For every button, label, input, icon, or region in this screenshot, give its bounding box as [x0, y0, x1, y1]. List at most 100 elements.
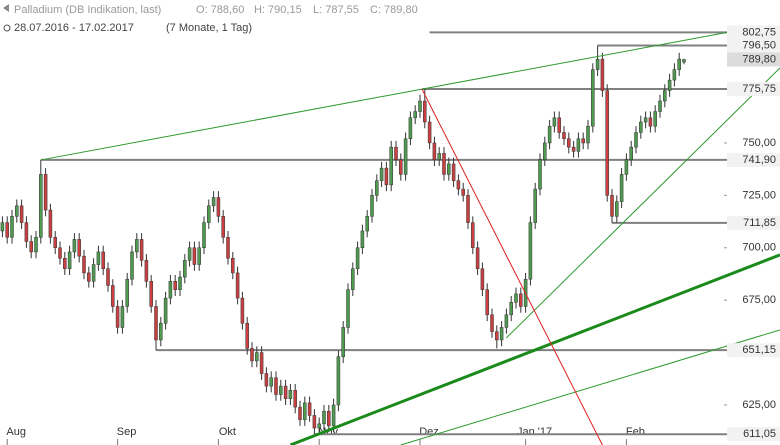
candle-body [562, 132, 566, 140]
candle-body [15, 205, 19, 217]
candle-body [399, 159, 403, 175]
candle-body [187, 247, 192, 261]
candle-body [360, 230, 365, 249]
candle-body [91, 264, 96, 282]
candle-body [202, 222, 206, 249]
level-label: 711,85 [743, 217, 776, 229]
candle-body [39, 174, 43, 238]
level-label-box [727, 215, 780, 230]
candle-body [298, 406, 302, 420]
candle-body [427, 121, 432, 144]
candle-body [442, 153, 446, 175]
candle-body [677, 58, 681, 70]
candle-body [331, 404, 336, 427]
candle-body [211, 197, 216, 207]
candle-body [139, 239, 144, 261]
candle-body [5, 222, 9, 238]
candle-body [226, 237, 230, 259]
candle-body [259, 352, 264, 374]
candle-body [221, 216, 225, 238]
candle-body [610, 195, 614, 217]
candle-body [72, 239, 77, 253]
candle-body [0, 222, 5, 232]
candle-body [24, 222, 29, 242]
candle-body [115, 306, 120, 328]
candle-body [355, 247, 360, 269]
candle-body [432, 142, 437, 160]
candle-body [19, 205, 24, 223]
x-tick-label: Sep [117, 426, 137, 438]
last-price-label: 789,80 [742, 53, 776, 65]
level-label: 611,05 [743, 428, 776, 440]
candle-body [336, 356, 341, 406]
candle-body [672, 69, 677, 81]
level-label: 802,75 [742, 26, 776, 38]
candle-body [658, 100, 662, 112]
candle-body [586, 125, 590, 144]
y-tick-label: 700,00 [742, 242, 776, 254]
candle-body [87, 272, 91, 282]
candle-body [135, 239, 139, 253]
candle-body [533, 188, 537, 223]
x-tick-label: Feb [626, 426, 645, 438]
candle-body [629, 146, 633, 160]
candle-body [403, 138, 408, 175]
candle-body [499, 327, 504, 341]
candle-body [255, 352, 259, 362]
candle-body [437, 153, 441, 160]
trendline [421, 88, 603, 445]
candle-body [365, 216, 369, 232]
level-label-box [727, 343, 780, 358]
level-label-box [727, 38, 780, 53]
candle-body [384, 167, 389, 186]
candle-body [245, 322, 249, 349]
candle-body [58, 247, 62, 259]
level-label-box [727, 25, 780, 40]
candle-body [216, 197, 221, 217]
candle-body [240, 297, 245, 324]
candle-body [667, 79, 672, 91]
x-tick-label: Jan '17 [517, 426, 552, 438]
candle-body [605, 90, 609, 196]
candle-body [43, 174, 48, 211]
trendline [506, 67, 780, 339]
candle-body [581, 138, 585, 144]
candle-body [389, 146, 393, 186]
candle-body [82, 255, 86, 274]
candle-body [269, 377, 273, 387]
candle-body [538, 159, 542, 190]
candle-body [461, 188, 465, 196]
candle-body [250, 348, 254, 362]
candle-body [178, 276, 182, 290]
candle-body [144, 260, 149, 282]
level-label: 775,75 [742, 83, 776, 95]
ohlc-open: O: 788,60 [196, 4, 244, 16]
candle-body [48, 209, 53, 238]
candle-body [663, 90, 667, 102]
candle-body [490, 314, 494, 332]
candle-body [571, 146, 576, 152]
candle-body [120, 306, 125, 328]
candle-body [130, 251, 134, 280]
collapse-icon[interactable] [3, 4, 9, 12]
chart-title: Palladium (DB Indikation, last) [14, 4, 161, 16]
last-price-box [727, 52, 780, 67]
range-icon [3, 24, 11, 32]
candle-body [552, 117, 557, 127]
level-label-box [727, 152, 780, 167]
y-tick-label: 625,00 [742, 399, 776, 411]
candle-body [317, 423, 321, 429]
y-tick-label: 750,00 [742, 137, 776, 149]
candle-body [197, 247, 201, 265]
candle-body [63, 257, 67, 269]
candle-body [423, 100, 427, 123]
candle-body [514, 293, 518, 303]
level-label: 651,15 [742, 344, 776, 356]
candle-body [327, 411, 331, 427]
candle-body [643, 117, 648, 123]
candle-body [303, 402, 307, 420]
candle-body [634, 132, 638, 148]
candle-body [471, 222, 475, 249]
candle-body [615, 201, 619, 217]
